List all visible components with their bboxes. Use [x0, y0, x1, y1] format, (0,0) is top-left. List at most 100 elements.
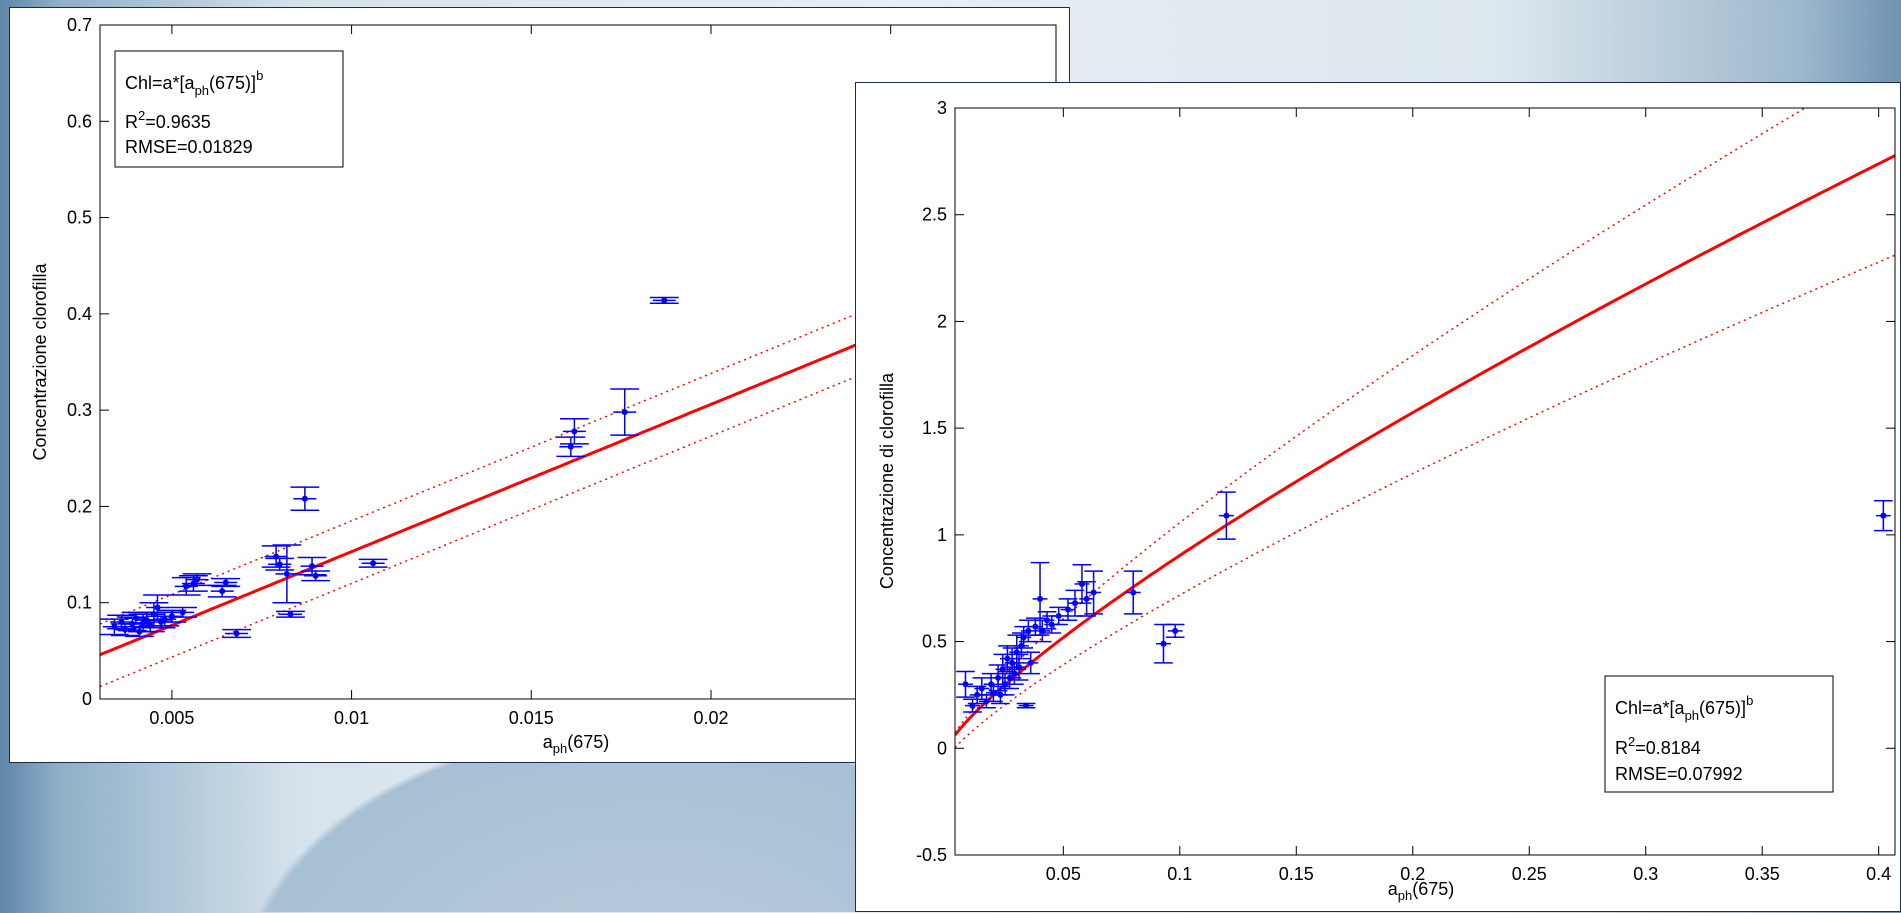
marker — [1055, 612, 1062, 619]
upper-bound-curve — [100, 231, 1056, 625]
chart-2-legend-rmse: RMSE=0.07992 — [1615, 764, 1743, 784]
marker — [995, 674, 1002, 681]
marker — [567, 443, 574, 450]
upper-bound-curve — [955, 108, 1807, 734]
chart-1-x-axis-label: aph(675) — [543, 732, 610, 756]
data-point — [157, 609, 187, 623]
y-tick-label: 0.4 — [67, 304, 92, 324]
chart-2-x-axis-label: aph(675) — [1388, 879, 1455, 903]
y-tick-label: 0.2 — [67, 496, 92, 516]
marker — [283, 570, 290, 577]
marker — [1130, 589, 1137, 596]
data-point — [276, 610, 305, 618]
data-point — [168, 606, 198, 618]
marker — [1172, 627, 1179, 634]
data-point — [1165, 623, 1185, 639]
data-point — [1123, 570, 1143, 615]
marker — [1011, 670, 1018, 677]
data-point — [1021, 651, 1041, 675]
data-point — [107, 614, 136, 630]
marker — [122, 626, 129, 633]
data-point — [560, 418, 589, 445]
y-tick-label: 1.5 — [922, 418, 947, 438]
x-tick-label: 0.35 — [1745, 864, 1780, 884]
y-tick-label: 1 — [937, 525, 947, 545]
marker — [276, 561, 283, 568]
data-point — [1217, 491, 1236, 540]
marker — [179, 609, 186, 616]
data-point — [222, 628, 251, 639]
chart-1-legend-r2: R2=0.9635 — [125, 108, 211, 132]
data-point — [211, 577, 241, 588]
chart-2-legend-r2: R2=0.8184 — [1615, 734, 1701, 758]
marker — [661, 297, 668, 304]
chart-2-y-axis-label: Concentrazione di clorofilla — [877, 372, 897, 589]
y-tick-label: 0 — [82, 689, 92, 709]
marker — [1016, 664, 1023, 671]
marker — [1160, 640, 1167, 647]
data-point — [297, 556, 327, 576]
marker — [1025, 627, 1032, 634]
y-tick-label: -0.5 — [916, 845, 947, 865]
marker — [312, 572, 319, 579]
marker — [222, 579, 229, 586]
y-tick-label: 0.5 — [922, 632, 947, 652]
chart-2-svg: 0.05 0.1 0.15 0.2 0.25 0.3 0.35 0.4 -0.5 0 0.5 1 1.5… — [877, 98, 1896, 903]
x-tick-label: 0.15 — [1279, 864, 1314, 884]
marker — [1064, 606, 1071, 613]
x-tick-label: 0.3 — [1633, 864, 1658, 884]
x-tick-label: 0.02 — [693, 708, 728, 728]
chart-1-svg: 0.0050.010.0150.020.02500.10.20.30.40.50… — [30, 15, 1057, 756]
data-point — [649, 296, 679, 305]
data-point — [1016, 702, 1036, 709]
marker — [287, 611, 294, 618]
marker — [1002, 681, 1009, 688]
data-point — [1077, 581, 1096, 617]
chart-1-legend-formula: Chl=a*[aph(675)]b — [125, 68, 263, 98]
marker — [1090, 589, 1097, 596]
y-tick-label: 0.5 — [67, 208, 92, 228]
lower-bound-curve — [100, 294, 1056, 688]
marker — [621, 409, 628, 416]
chart-2-legend: Chl=a*[aph(675)]b R2=0.8184 RMSE=0.07992 — [1604, 675, 1834, 793]
marker — [1223, 512, 1230, 519]
marker — [194, 576, 201, 583]
data-point — [290, 486, 320, 512]
marker — [233, 630, 240, 637]
y-tick-label: 0 — [937, 738, 947, 758]
y-tick-label: 0.3 — [67, 400, 92, 420]
marker — [1023, 702, 1030, 709]
marker — [168, 613, 175, 620]
y-tick-label: 3 — [937, 98, 947, 118]
data-point — [556, 436, 586, 458]
chart-1-legend-rmse: RMSE=0.01829 — [125, 137, 253, 157]
y-tick-label: 2.5 — [922, 205, 947, 225]
data-point — [207, 584, 237, 598]
data-point — [182, 573, 212, 587]
x-tick-label: 0.01 — [334, 708, 369, 728]
data-point — [301, 570, 331, 582]
marker — [301, 495, 308, 502]
marker — [154, 604, 161, 611]
data-point — [1049, 606, 1068, 626]
marker — [309, 563, 316, 570]
marker — [1037, 595, 1044, 602]
fit-curve — [955, 154, 1895, 737]
chart-1-y-axis-label: Concentrazione clorofilla — [30, 262, 50, 460]
chart-2-plot-area — [954, 107, 1896, 856]
lower-bound-curve — [955, 254, 1895, 749]
marker — [183, 583, 190, 590]
x-tick-label: 0.2 — [1400, 864, 1425, 884]
marker — [571, 428, 578, 435]
marker — [161, 616, 168, 623]
x-tick-label: 0.25 — [1512, 864, 1547, 884]
marker — [1044, 617, 1051, 624]
data-point — [1154, 623, 1173, 664]
marker — [1083, 595, 1090, 602]
marker — [1880, 512, 1887, 519]
marker — [978, 685, 985, 692]
data-point — [610, 388, 640, 436]
data-point — [272, 544, 302, 604]
data-point — [358, 558, 388, 568]
x-tick-label: 0.005 — [149, 708, 194, 728]
